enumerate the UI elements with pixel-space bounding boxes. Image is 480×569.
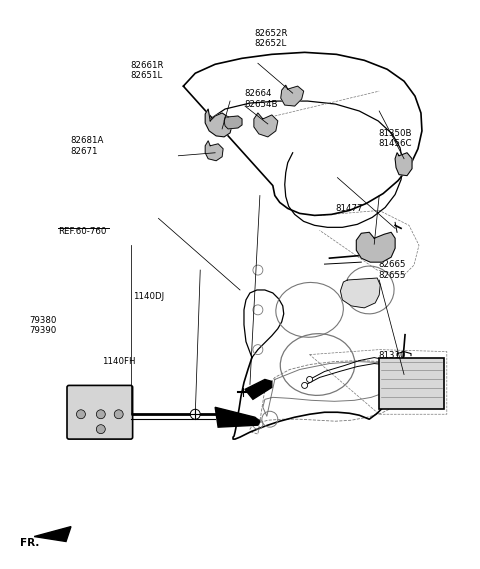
FancyBboxPatch shape — [67, 385, 132, 439]
Polygon shape — [205, 109, 232, 137]
Text: 82652R
82652L: 82652R 82652L — [254, 29, 288, 48]
Polygon shape — [245, 380, 272, 399]
Polygon shape — [395, 152, 412, 176]
Circle shape — [190, 409, 200, 419]
Circle shape — [301, 382, 308, 389]
Polygon shape — [205, 141, 223, 160]
Circle shape — [96, 410, 105, 419]
Text: 82661R
82651L: 82661R 82651L — [130, 61, 164, 80]
Polygon shape — [281, 85, 304, 106]
Text: 82681A
82671: 82681A 82671 — [71, 137, 104, 156]
Circle shape — [114, 410, 123, 419]
Text: FR.: FR. — [20, 538, 39, 548]
Polygon shape — [215, 407, 260, 427]
Circle shape — [96, 424, 105, 434]
Text: 1140DJ: 1140DJ — [132, 292, 164, 301]
Polygon shape — [356, 232, 395, 262]
Text: REF.60-760: REF.60-760 — [58, 227, 106, 236]
Text: 81350B
81456C: 81350B 81456C — [378, 129, 412, 149]
Polygon shape — [224, 116, 242, 129]
Polygon shape — [254, 113, 278, 137]
Circle shape — [307, 377, 312, 382]
Text: 81310
81320: 81310 81320 — [378, 351, 406, 370]
Circle shape — [76, 410, 85, 419]
Text: 1140FH: 1140FH — [102, 357, 135, 366]
Polygon shape — [340, 278, 380, 308]
Text: 79380
79390: 79380 79390 — [29, 316, 57, 335]
Text: 82664
82654B: 82664 82654B — [245, 89, 278, 109]
Text: 82665
82655: 82665 82655 — [378, 260, 406, 279]
Text: 81477: 81477 — [336, 204, 363, 213]
Polygon shape — [34, 526, 71, 542]
FancyBboxPatch shape — [379, 357, 444, 409]
